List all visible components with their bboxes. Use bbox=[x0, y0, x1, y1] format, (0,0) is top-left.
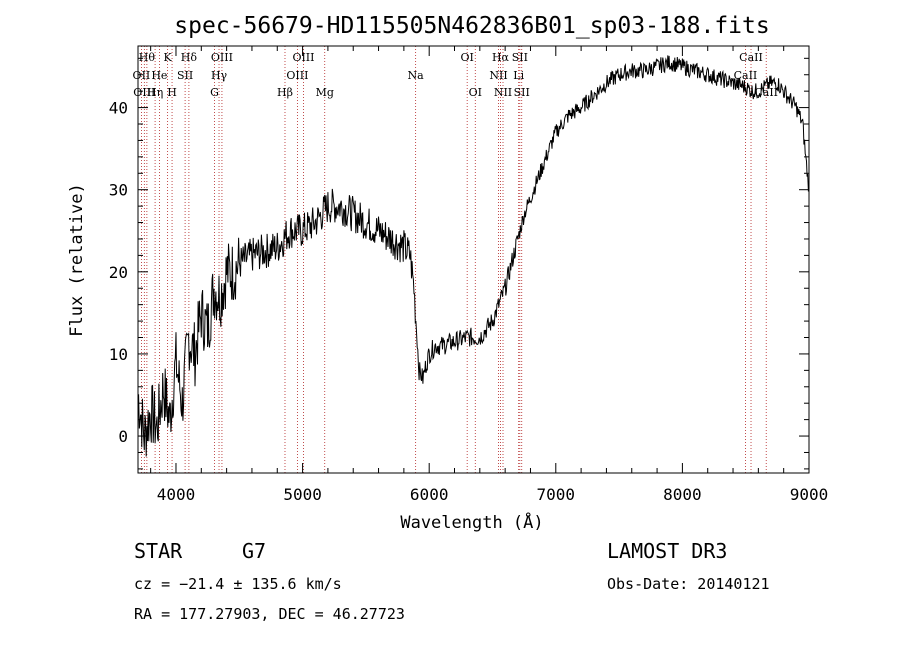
y-axis-ticks: 0 10 20 30 40 bbox=[109, 57, 809, 470]
y-tick-label: 40 bbox=[109, 99, 128, 118]
x-axis-ticks: 4000 5000 6000 7000 8000 9000 bbox=[150, 46, 829, 504]
redshift-cz: cz = −21.4 ± 135.6 km/s bbox=[134, 575, 342, 593]
observation-date: Obs-Date: 20140121 bbox=[607, 575, 770, 593]
x-tick-label: 5000 bbox=[283, 485, 322, 504]
spectral-line-labels: OIIOIIIHθHηHeKHSIIHδGHγOIIIHβOIIIOIIIMgN… bbox=[133, 51, 778, 99]
x-tick-label: 8000 bbox=[663, 485, 702, 504]
spectral-line-label: OII bbox=[133, 69, 151, 82]
spectral-line-label: OIII bbox=[133, 86, 155, 99]
spectral-line-label: SII bbox=[177, 69, 193, 82]
spectral-line-label: SII bbox=[512, 51, 528, 64]
spectral-line-label: H bbox=[167, 86, 177, 99]
y-tick-label: 20 bbox=[109, 263, 128, 282]
spectral-line-label: G bbox=[210, 86, 219, 99]
x-tick-label: 7000 bbox=[537, 485, 576, 504]
spectral-line-label: Hδ bbox=[181, 51, 198, 64]
x-tick-label: 9000 bbox=[790, 485, 829, 504]
spectral-line-label: OI bbox=[460, 51, 473, 64]
x-axis-label: Wavelength (Å) bbox=[400, 511, 543, 533]
spectral-line-label: NII bbox=[489, 69, 507, 82]
spectral-line-label: SII bbox=[514, 86, 530, 99]
spectral-line-label: OI bbox=[469, 86, 482, 99]
spectral-line-label: Hα bbox=[492, 51, 510, 64]
spectral-line-label: Li bbox=[513, 69, 524, 82]
spectral-line-label: Hγ bbox=[211, 69, 228, 82]
spectral-line-label: He bbox=[151, 69, 167, 82]
x-tick-label: 4000 bbox=[157, 485, 196, 504]
spectral-line-label: OIII bbox=[211, 51, 233, 64]
spectral-line-label: NII bbox=[494, 86, 512, 99]
survey-name: LAMOST DR3 bbox=[607, 539, 727, 563]
spectral-line-markers bbox=[141, 46, 767, 473]
object-type: STAR bbox=[134, 539, 183, 563]
spectral-line-label: CaII bbox=[739, 51, 763, 64]
spectral-line-label: Hβ bbox=[277, 86, 293, 99]
y-tick-label: 10 bbox=[109, 345, 128, 364]
spectral-line-label: OIII bbox=[292, 51, 314, 64]
ra-dec: RA = 177.27903, DEC = 46.27723 bbox=[134, 605, 405, 623]
spectral-line-label: Hη bbox=[147, 86, 163, 99]
y-tick-label: 0 bbox=[118, 427, 128, 446]
plot-frame bbox=[137, 45, 810, 474]
x-tick-label: 6000 bbox=[410, 485, 449, 504]
spectral-line-label: Na bbox=[408, 69, 425, 82]
spectrum-line bbox=[138, 55, 809, 457]
chart-title: spec-56679-HD115505N462836B01_sp03-188.f… bbox=[174, 13, 769, 39]
spectral-line-label: Hθ bbox=[139, 51, 156, 64]
spectral-line-label: Mg bbox=[316, 86, 334, 99]
object-subclass: G7 bbox=[242, 539, 266, 563]
plot-area bbox=[138, 55, 809, 457]
y-tick-label: 30 bbox=[109, 181, 128, 200]
spectral-line-label: OIII bbox=[286, 69, 308, 82]
spectral-line-label: K bbox=[164, 51, 173, 64]
y-axis-label: Flux (relative) bbox=[67, 183, 87, 337]
